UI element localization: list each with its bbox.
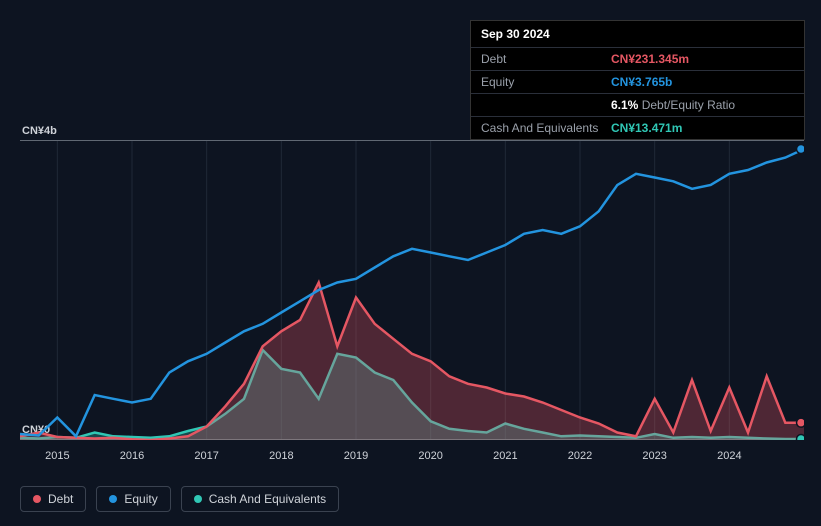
x-axis-tick: 2024 bbox=[717, 450, 741, 462]
tooltip-label bbox=[481, 98, 611, 112]
legend-dot-icon bbox=[109, 495, 117, 503]
tooltip-row-equity: Equity CN¥3.765b bbox=[471, 71, 804, 94]
x-axis-tick: 2023 bbox=[642, 450, 666, 462]
tooltip-label: Cash And Equivalents bbox=[481, 121, 611, 135]
x-axis-tick: 2016 bbox=[120, 450, 144, 462]
x-axis-tick: 2022 bbox=[568, 450, 592, 462]
legend-item-cash[interactable]: Cash And Equivalents bbox=[181, 486, 339, 512]
legend-item-debt[interactable]: Debt bbox=[20, 486, 86, 512]
chart-tooltip: Sep 30 2024 Debt CN¥231.345m Equity CN¥3… bbox=[470, 20, 805, 140]
legend-label: Debt bbox=[48, 492, 73, 506]
tooltip-value: CN¥231.345m bbox=[611, 52, 689, 66]
tooltip-value: CN¥13.471m bbox=[611, 121, 682, 135]
legend-dot-icon bbox=[33, 495, 41, 503]
tooltip-row-cash: Cash And Equivalents CN¥13.471m bbox=[471, 117, 804, 139]
x-axis-tick: 2015 bbox=[45, 450, 69, 462]
tooltip-label: Equity bbox=[481, 75, 611, 89]
ratio-suffix: Debt/Equity Ratio bbox=[642, 98, 735, 112]
x-axis-tick: 2020 bbox=[418, 450, 442, 462]
x-axis-tick: 2021 bbox=[493, 450, 517, 462]
chart-legend: Debt Equity Cash And Equivalents bbox=[20, 486, 339, 512]
tooltip-value: 6.1% Debt/Equity Ratio bbox=[611, 98, 735, 112]
ratio-pct: 6.1% bbox=[611, 98, 638, 112]
legend-dot-icon bbox=[194, 495, 202, 503]
x-axis-tick: 2017 bbox=[194, 450, 218, 462]
legend-label: Cash And Equivalents bbox=[209, 492, 326, 506]
tooltip-row-ratio: 6.1% Debt/Equity Ratio bbox=[471, 94, 804, 117]
chart-svg[interactable] bbox=[20, 140, 804, 440]
x-axis-tick: 2018 bbox=[269, 450, 293, 462]
legend-label: Equity bbox=[124, 492, 157, 506]
x-axis-tick: 2019 bbox=[344, 450, 368, 462]
tooltip-label: Debt bbox=[481, 52, 611, 66]
tooltip-row-debt: Debt CN¥231.345m bbox=[471, 48, 804, 71]
tooltip-value: CN¥3.765b bbox=[611, 75, 672, 89]
tooltip-date: Sep 30 2024 bbox=[471, 21, 804, 48]
legend-item-equity[interactable]: Equity bbox=[96, 486, 170, 512]
y-axis-label-max: CN¥4b bbox=[22, 125, 57, 137]
